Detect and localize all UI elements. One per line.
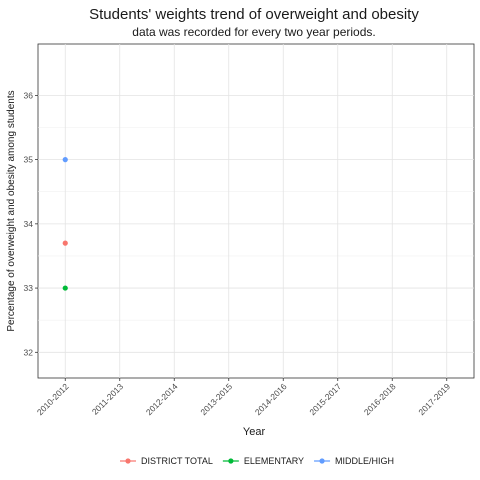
y-tick-label: 35	[24, 155, 34, 165]
legend-key-point	[125, 458, 131, 464]
y-axis-title: Percentage of overweight and obesity amo…	[6, 90, 17, 331]
chart-title: Students' weights trend of overweight an…	[89, 6, 419, 23]
legend-label: MIDDLE/HIGH	[335, 456, 394, 466]
x-tick-label: 2013-2015	[198, 381, 234, 417]
y-tick-label: 32	[24, 347, 34, 357]
y-tick-label: 33	[24, 283, 34, 293]
x-tick-label: 2017-2019	[416, 381, 452, 417]
data-point	[62, 285, 68, 291]
x-tick-label: 2010-2012	[35, 381, 71, 417]
legend-key-point	[228, 458, 234, 464]
legend-label: DISTRICT TOTAL	[141, 456, 213, 466]
x-tick-label: 2014-2016	[253, 381, 289, 417]
gridlines	[38, 44, 474, 378]
data-point	[62, 157, 68, 163]
x-tick-label: 2012-2014	[144, 381, 180, 417]
data-point	[62, 240, 68, 246]
x-tick-label: 2015-2017	[307, 381, 343, 417]
legend-item: DISTRICT TOTAL	[120, 456, 213, 466]
legend-item: ELEMENTARY	[222, 456, 304, 466]
y-tick-label: 34	[24, 219, 34, 229]
legend-label: ELEMENTARY	[244, 456, 304, 466]
legend-item: MIDDLE/HIGH	[314, 456, 394, 466]
x-axis-ticks: 2010-2012 2011-2013 2012-2014 2013-2015 2014…	[35, 378, 452, 417]
y-tick-label: 36	[24, 90, 34, 100]
x-tick-label: 2016-2018	[362, 381, 398, 417]
plot-panel	[37, 43, 475, 379]
x-axis-title: Year	[243, 426, 266, 438]
y-axis-ticks: 32 33 34 35 36	[24, 90, 38, 357]
chart-subtitle: data was recorded for every two year per…	[132, 25, 375, 39]
x-tick-label: 2011-2013	[90, 381, 126, 417]
legend-key-point	[319, 458, 325, 464]
data-points	[62, 157, 68, 291]
legend: DISTRICT TOTAL ELEMENTARY MIDDLE/HIGH	[120, 456, 394, 466]
